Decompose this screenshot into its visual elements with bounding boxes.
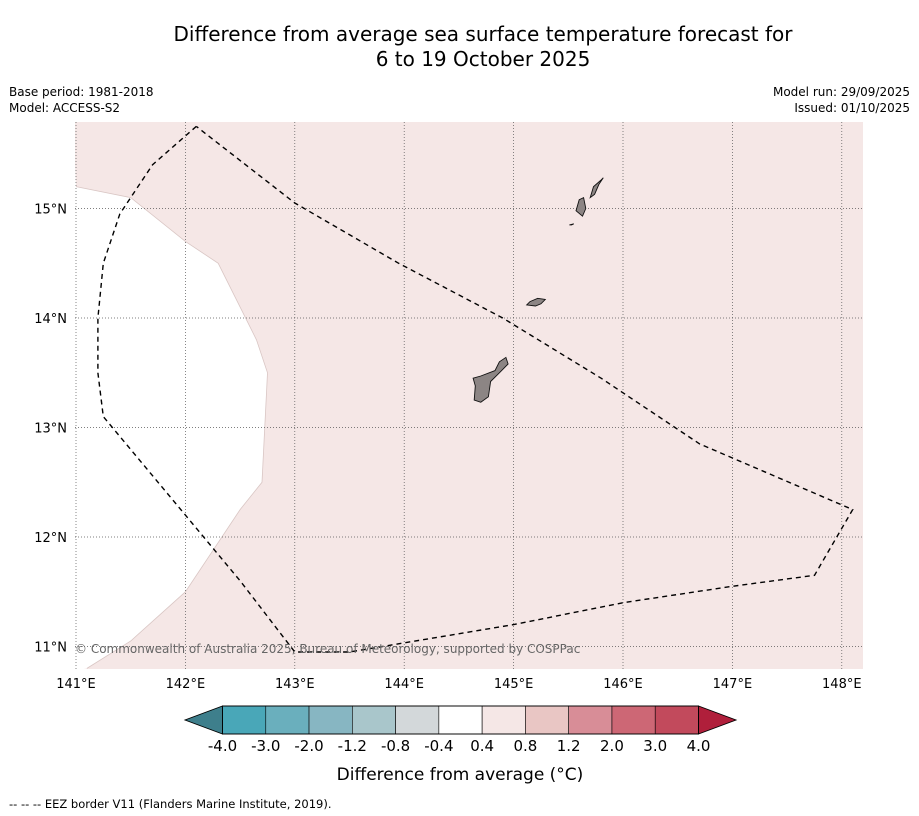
- colorbar-bin: [352, 705, 396, 735]
- colorbar: -4.0 -3.0 -2.0 -1.2 -0.8 -0.4 0.4 0.8 1.2 2.0 3.0 4…: [183, 705, 738, 755]
- colorbar-tick-label: -0.8: [381, 737, 410, 755]
- x-tick-label: 146°E: [603, 677, 643, 692]
- y-tick-label: 12°N: [34, 531, 67, 546]
- chart-title: Difference from average sea surface temp…: [0, 22, 919, 72]
- colorbar-bin: [525, 705, 569, 735]
- model-label: Model: ACCESS-S2: [9, 101, 121, 115]
- colorbar-bin: [265, 705, 310, 735]
- island-aguijan: [569, 223, 575, 226]
- colorbar-tick-label: -2.0: [294, 737, 323, 755]
- y-tick-label: 14°N: [34, 312, 67, 327]
- neutral-anomaly-area: [75, 164, 268, 669]
- colorbar-tick-label: -1.2: [338, 737, 367, 755]
- anomaly-contour: [75, 186, 268, 669]
- colorbar-tick-label: 2.0: [600, 737, 624, 755]
- colorbar-bin: [611, 705, 656, 735]
- colorbar-bin: [481, 705, 526, 735]
- x-tick-label: 145°E: [494, 677, 534, 692]
- x-tick-label: 142°E: [166, 677, 206, 692]
- island-tinian: [575, 196, 587, 217]
- colorbar-over-arrow: [698, 705, 738, 735]
- colorbar-bin: [568, 705, 613, 735]
- issued-label: Issued: 01/10/2025: [794, 101, 910, 115]
- colorbar-tick-label: 0.8: [513, 737, 537, 755]
- chart-title-line-1: Difference from average sea surface temp…: [173, 22, 793, 46]
- colorbar-tick-label: 4.0: [687, 737, 711, 755]
- colorbar-bin: [438, 705, 483, 735]
- colorbar-tick-label: -4.0: [208, 737, 237, 755]
- colorbar-frame: [222, 705, 699, 735]
- meta-left: Base period: 1981-2018 Model: ACCESS-S2: [9, 84, 154, 116]
- x-tick-label: 148°E: [822, 677, 862, 692]
- colorbar-bin: [395, 705, 440, 735]
- meta-right: Model run: 29/09/2025 Issued: 01/10/2025: [773, 84, 910, 116]
- colorbar-tick-label: 1.2: [557, 737, 581, 755]
- y-tick-label: 11°N: [34, 641, 67, 656]
- chart-title-line-2: 6 to 19 October 2025: [375, 47, 591, 71]
- x-tick-label: 144°E: [384, 677, 424, 692]
- colorbar-label: Difference from average (°C): [337, 765, 584, 785]
- colorbar-tick-label: 3.0: [643, 737, 667, 755]
- base-period-label: Base period: 1981-2018: [9, 85, 154, 99]
- colorbar-bin: [654, 705, 699, 735]
- x-tick-label: 143°E: [275, 677, 315, 692]
- colorbar-tick-label: 0.4: [470, 737, 494, 755]
- colorbar-tick-label: -3.0: [251, 737, 280, 755]
- x-tick-label: 147°E: [713, 677, 753, 692]
- island-guam: [472, 356, 509, 403]
- colorbar-bin: [308, 705, 353, 735]
- eez-legend-note: -- -- -- EEZ border V11 (Flanders Marine…: [9, 797, 332, 811]
- copyright-notice: © Commonwealth of Australia 2025, Bureau…: [75, 642, 580, 656]
- colorbar-under-arrow: [183, 705, 223, 735]
- island-saipan: [589, 177, 604, 199]
- colorbar-bin: [222, 705, 267, 735]
- model-run-label: Model run: 29/09/2025: [772, 85, 910, 99]
- colorbar-tick-label: -0.4: [424, 737, 453, 755]
- y-tick-label: 13°N: [34, 422, 67, 437]
- x-tick-label: 141°E: [56, 677, 96, 692]
- y-tick-label: 15°N: [34, 203, 67, 218]
- island-rota: [525, 297, 547, 307]
